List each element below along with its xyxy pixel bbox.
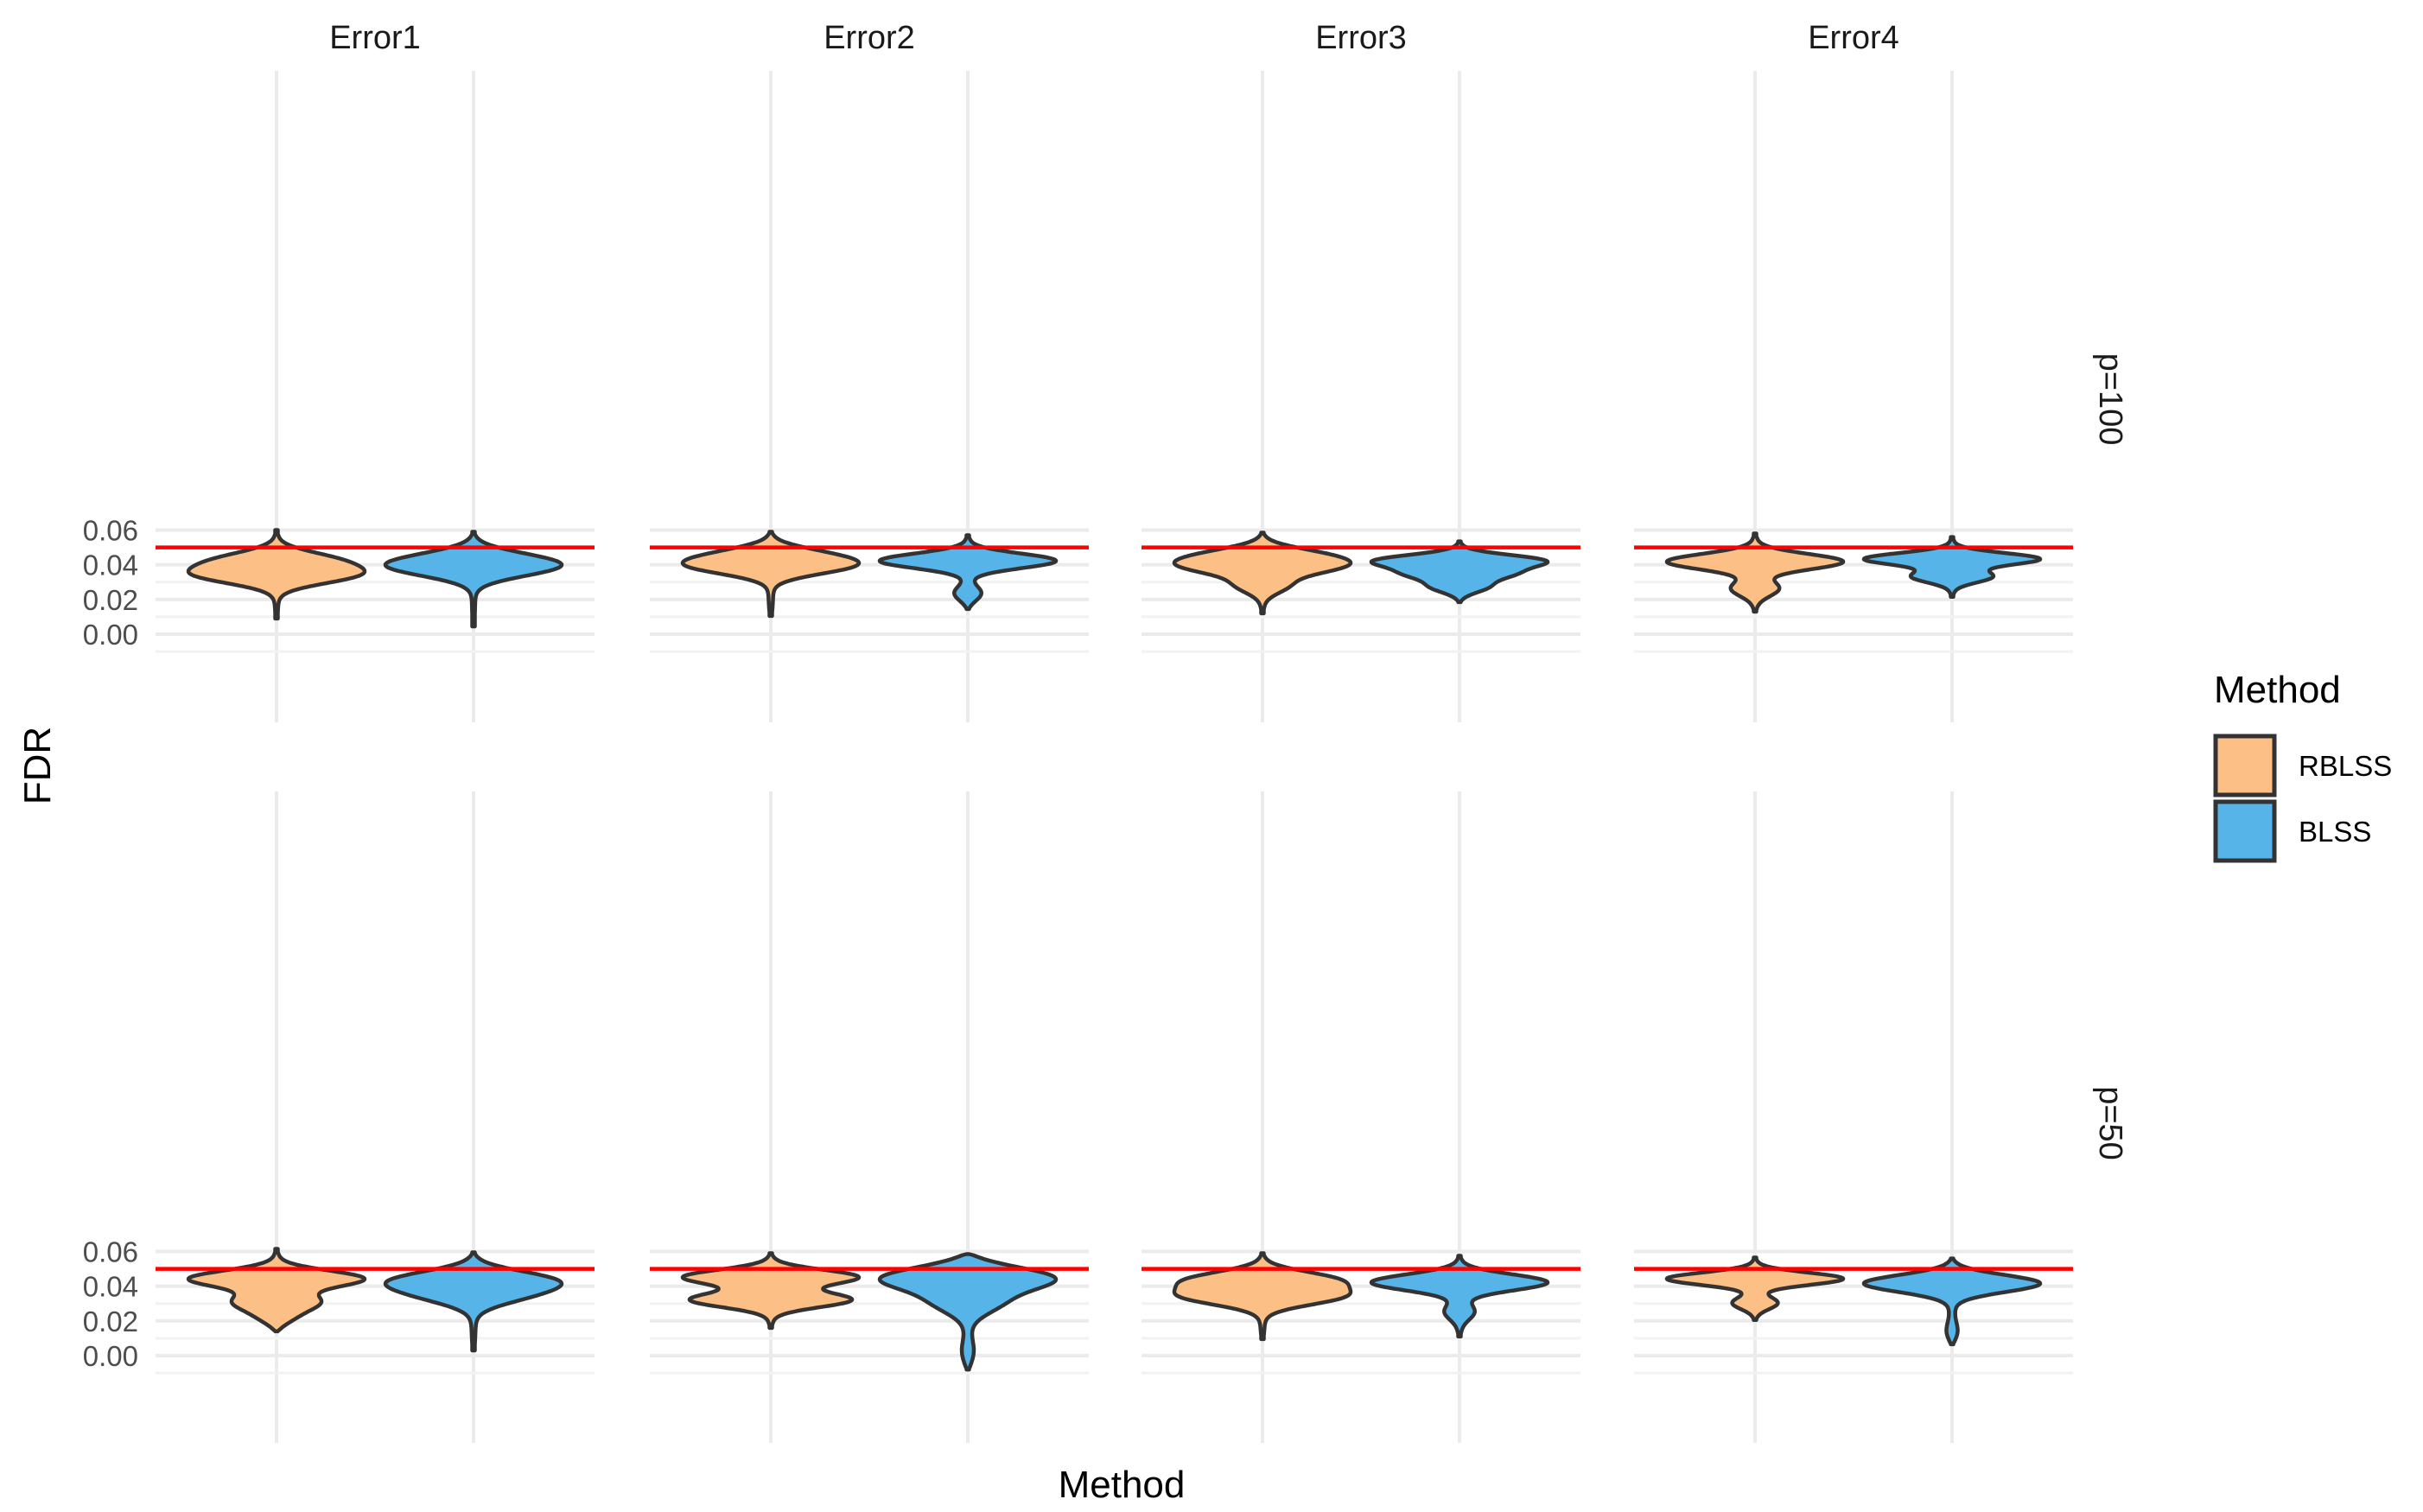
x-axis-title: Method xyxy=(1059,1464,1186,1506)
row-facet-label-p-50: p=50 xyxy=(2092,1086,2128,1160)
violin-rblss-error3-p-50 xyxy=(1172,1251,1353,1342)
violin-blss-error1-p-100 xyxy=(383,530,564,629)
violin-rblss-error1-p-100 xyxy=(186,528,367,621)
violin-rblss-error1-p-50 xyxy=(186,1247,367,1334)
facet-label-error3: Error3 xyxy=(1315,20,1407,56)
facet-label-error2: Error2 xyxy=(824,20,915,56)
violin-layer xyxy=(186,528,2043,1372)
violin-blss-error4-p-50 xyxy=(1861,1256,2043,1347)
legend-label-blss: BLSS xyxy=(2299,816,2371,848)
y-axis-title: FDR xyxy=(16,727,59,804)
violin-rblss-error3-p-100 xyxy=(1172,530,1353,616)
y-tick-label: 0.00 xyxy=(83,1340,138,1372)
violin-blss-error3-p-100 xyxy=(1369,539,1550,605)
violin-blss-error1-p-50 xyxy=(383,1250,564,1353)
legend-key-rblss xyxy=(2213,734,2277,797)
y-tick-label: 0.06 xyxy=(83,515,138,547)
legend-title: Method xyxy=(2214,669,2341,711)
violin-rblss-error4-p-50 xyxy=(1664,1255,1846,1323)
legend: Method RBLSS BLSS xyxy=(2213,669,2392,863)
y-tick-label: 0.04 xyxy=(83,1271,138,1303)
facet-label-error4: Error4 xyxy=(1808,20,1899,56)
facet-label-error1: Error1 xyxy=(329,20,421,56)
row-facet-label-p-100: p=100 xyxy=(2092,353,2128,446)
violin-rblss-error2-p-100 xyxy=(680,530,862,619)
legend-label-rblss: RBLSS xyxy=(2299,750,2392,782)
y-tick-label: 0.02 xyxy=(83,1306,138,1337)
violin-blss-error2-p-50 xyxy=(877,1252,1059,1372)
legend-key-blss xyxy=(2213,799,2277,863)
violin-blss-error3-p-50 xyxy=(1369,1254,1550,1339)
violin-rblss-error4-p-100 xyxy=(1664,531,1846,614)
label-layer: Error1 Error2 Error3 Error4p=100p=500.000.0… xyxy=(83,20,2128,1372)
y-tick-label: 0.00 xyxy=(83,619,138,651)
y-tick-label: 0.04 xyxy=(83,550,138,581)
violin-blss-error4-p-100 xyxy=(1861,535,2043,600)
violin-rblss-error2-p-50 xyxy=(680,1251,862,1331)
y-tick-label: 0.06 xyxy=(83,1236,138,1268)
violin-blss-error2-p-100 xyxy=(877,533,1059,612)
grid-layer xyxy=(156,71,2073,1443)
y-tick-label: 0.02 xyxy=(83,584,138,616)
reference-line-layer xyxy=(156,545,2073,1271)
